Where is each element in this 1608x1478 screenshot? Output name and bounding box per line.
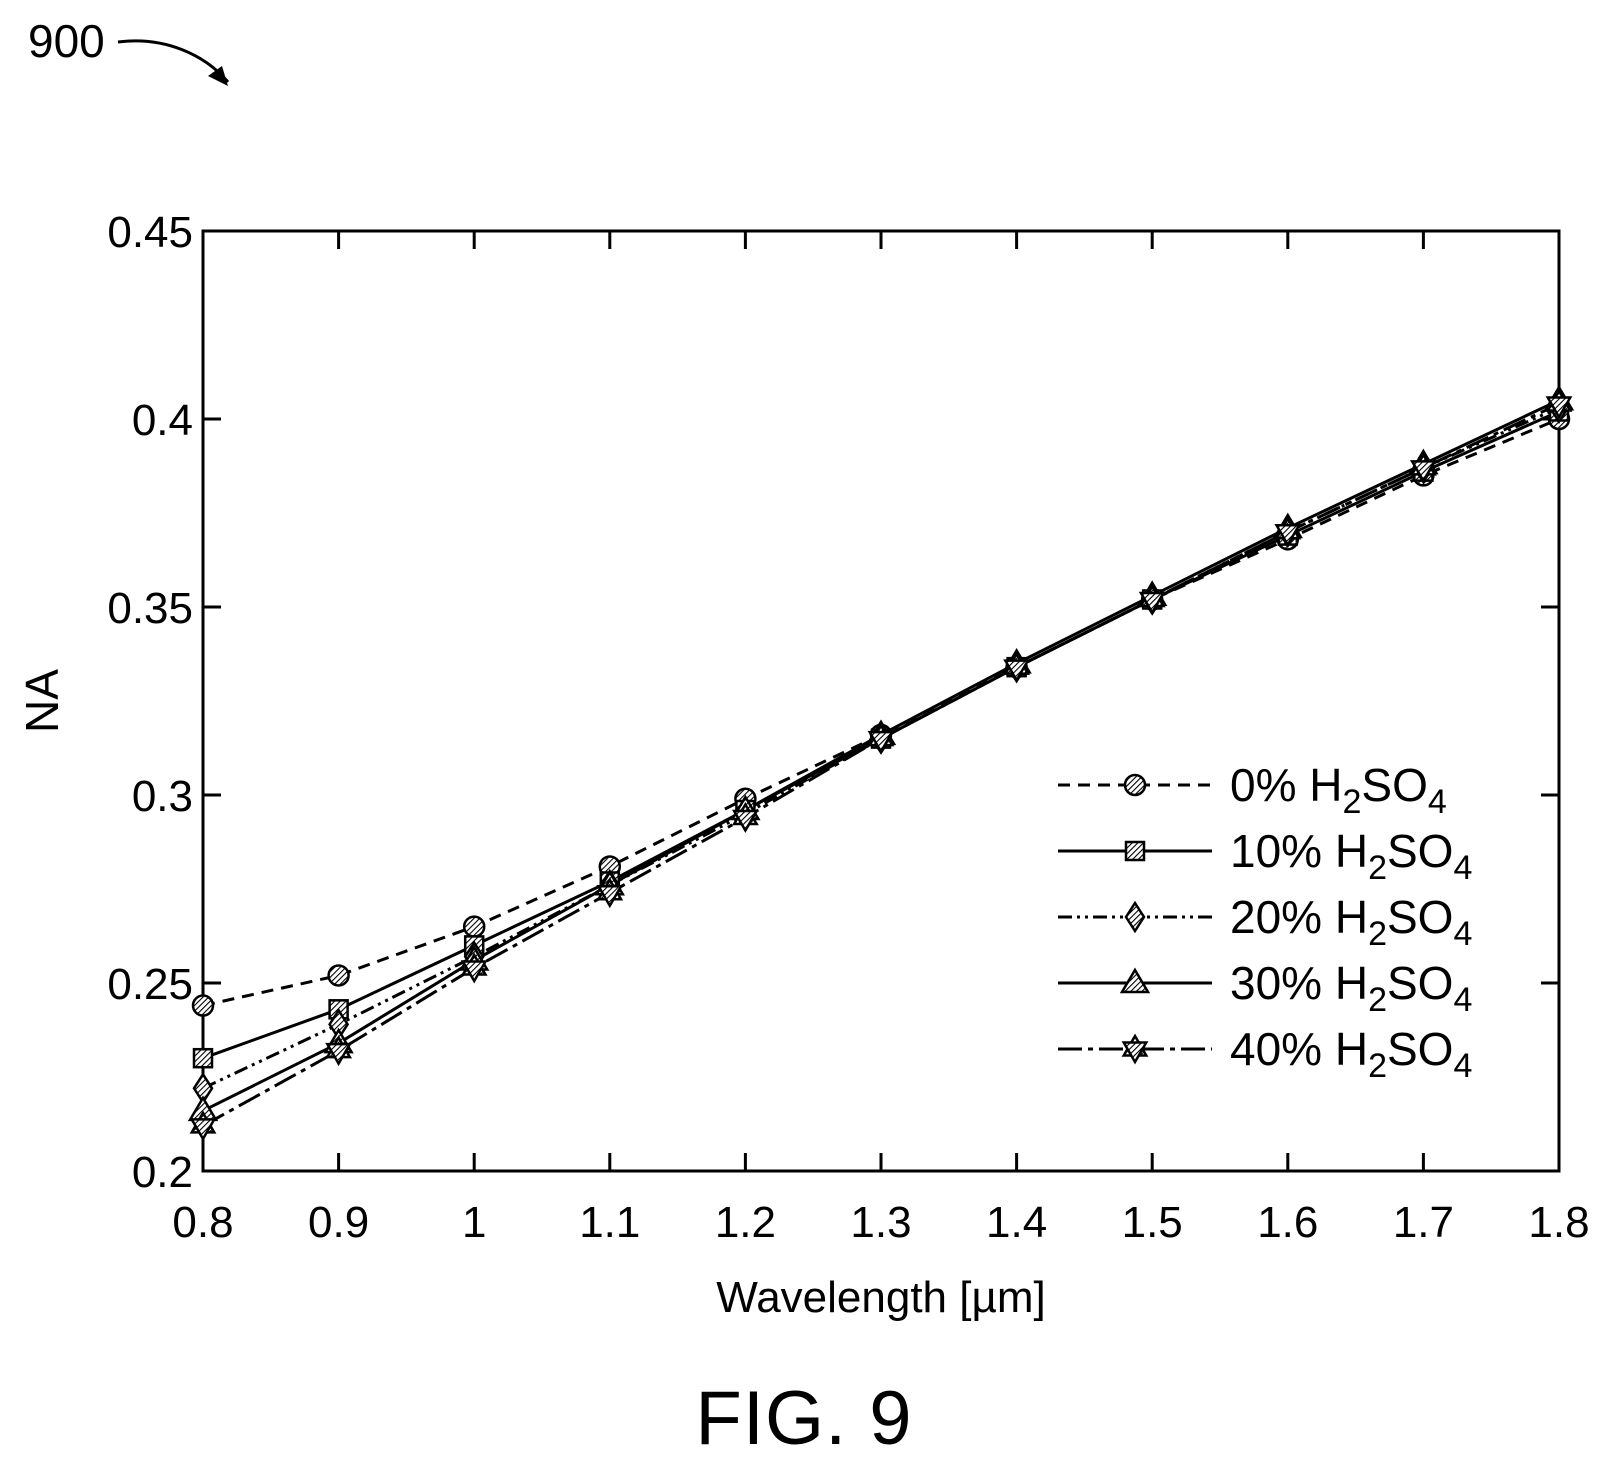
legend-label-text: SO	[1387, 891, 1453, 943]
legend-label-text: 0% H	[1230, 759, 1342, 811]
figure-caption: FIG. 9	[695, 1376, 913, 1461]
x-tick-label: 0.9	[308, 1198, 369, 1247]
y-tick-label: 0.4	[132, 396, 193, 445]
legend-marker-triangle	[1119, 967, 1151, 994]
legend-marker-diamond	[1124, 900, 1146, 934]
data-point-star	[460, 952, 488, 984]
data-point-star	[189, 1110, 217, 1142]
legend-marker-star	[1121, 1033, 1149, 1065]
x-tick-label: 1.7	[1393, 1198, 1454, 1247]
legend-label-subscript: 4	[1453, 981, 1472, 1019]
legend-label-text: 20% H	[1230, 891, 1368, 943]
data-point-star	[325, 1035, 353, 1067]
data-point-star	[596, 877, 624, 909]
series-lines	[202, 398, 1560, 1128]
legend-label: 40% H2SO4	[1230, 1023, 1472, 1085]
legend-label-subscript: 4	[1453, 915, 1472, 953]
x-axis-ticks: 0.8 0.9 1 1.1 1.2 1.3 1.4 1.5 1.6 1.7 1.8	[172, 231, 1590, 1247]
x-tick-label: 1.1	[579, 1198, 640, 1247]
data-point-circle	[191, 994, 215, 1017]
legend-label-subscript: 2	[1368, 1047, 1387, 1085]
x-tick-label: 1.3	[850, 1198, 911, 1247]
legend-label-text: SO	[1387, 1023, 1453, 1075]
data-point-circle	[327, 964, 350, 987]
legend-label-text: SO	[1387, 825, 1453, 877]
legend-label-subscript: 2	[1368, 849, 1387, 887]
legend-label: 30% H2SO4	[1230, 957, 1472, 1019]
data-point-star	[867, 723, 895, 755]
legend-label-subscript: 4	[1428, 783, 1447, 821]
figure-reference-number: 900	[28, 15, 105, 67]
data-point-square	[192, 1047, 214, 1069]
y-tick-label: 0.35	[107, 584, 193, 633]
data-point-star	[1138, 583, 1166, 615]
x-tick-label: 1.8	[1528, 1198, 1589, 1247]
legend-label: 20% H2SO4	[1230, 891, 1472, 953]
legend-label: 0% H2SO4	[1230, 759, 1447, 821]
legend-label-subscript: 4	[1453, 1047, 1472, 1085]
series-line-4	[202, 402, 1560, 1128]
y-tick-label: 0.25	[107, 960, 193, 1009]
legend-label-text: SO	[1361, 759, 1427, 811]
x-tick-label: 1.2	[715, 1198, 776, 1247]
x-axis-label: Wavelength [µm]	[716, 1273, 1045, 1322]
x-tick-label: 1.5	[1122, 1198, 1183, 1247]
data-point-star	[731, 802, 759, 834]
legend-marker-square	[1124, 840, 1146, 862]
y-tick-label: 0.3	[132, 772, 193, 821]
reference-arrowhead	[208, 66, 228, 86]
x-tick-label: 1.4	[986, 1198, 1047, 1247]
legend-label-subscript: 2	[1342, 783, 1361, 821]
legend-label-subscript: 2	[1368, 981, 1387, 1019]
y-axis-label: NA	[16, 669, 68, 733]
x-tick-label: 0.8	[172, 1198, 233, 1247]
y-tick-label: 0.45	[107, 208, 193, 257]
data-point-star	[1545, 388, 1573, 420]
y-tick-label: 0.2	[132, 1148, 193, 1197]
legend-label: 10% H2SO4	[1230, 825, 1472, 887]
data-point-star	[1409, 452, 1437, 484]
data-point-star	[1274, 516, 1302, 548]
legend-label-text: SO	[1387, 957, 1453, 1009]
legend-marker-circle	[1123, 773, 1147, 797]
data-point-circle	[462, 915, 486, 938]
x-tick-label: 1	[462, 1198, 486, 1247]
data-point-star	[1003, 651, 1031, 683]
series-markers	[187, 384, 1575, 1142]
legend-label-subscript: 2	[1368, 915, 1387, 953]
legend-label-text: 10% H	[1230, 825, 1368, 877]
legend-label-subscript: 4	[1453, 849, 1472, 887]
y-axis-ticks: 0.2 0.25 0.3 0.35 0.4 0.45	[107, 208, 1559, 1197]
legend-label-text: 40% H	[1230, 1023, 1368, 1075]
x-tick-label: 1.6	[1257, 1198, 1318, 1247]
legend-label-text: 30% H	[1230, 957, 1368, 1009]
